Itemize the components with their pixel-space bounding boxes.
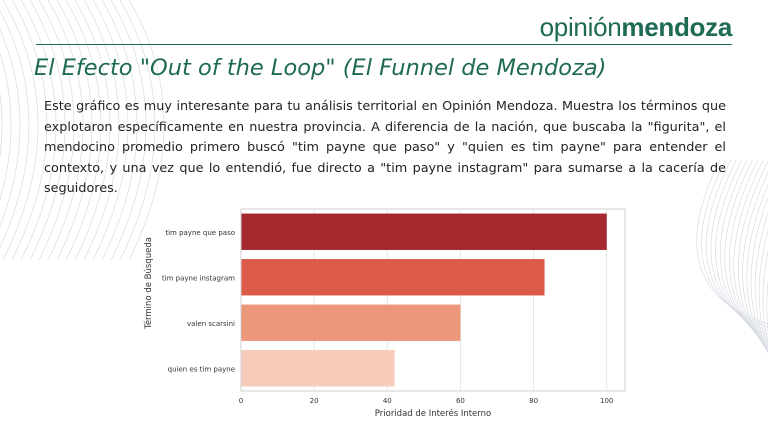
slide-title: El Efecto "Out of the Loop" (El Funnel d… bbox=[34, 55, 607, 81]
brand-logo-bold: mendoza bbox=[621, 12, 732, 42]
bar bbox=[241, 259, 545, 296]
brand-logo: opiniónmendoza bbox=[539, 12, 733, 43]
bar bbox=[241, 213, 607, 250]
x-axis-label: Prioridad de Interés Interno bbox=[375, 408, 491, 419]
slide-body-text: Este gráfico es muy interesante para tu … bbox=[44, 99, 726, 196]
bar-chart: Término de Búsqueda Prioridad de Interés… bbox=[140, 206, 630, 428]
y-tick-label: quien es tim payne bbox=[168, 365, 235, 373]
x-tick-label: 80 bbox=[529, 397, 538, 405]
bar bbox=[241, 350, 395, 387]
x-tick-label: 60 bbox=[456, 397, 465, 405]
x-tick-label: 100 bbox=[600, 397, 613, 405]
x-tick-label: 20 bbox=[310, 397, 319, 405]
y-tick-label: tim payne instagram bbox=[162, 274, 235, 282]
y-tick-label: tim payne que paso bbox=[165, 229, 235, 237]
y-axis-label: Término de Búsqueda bbox=[143, 237, 154, 330]
y-tick-label: valen scarsini bbox=[187, 320, 235, 328]
x-tick-label: 40 bbox=[383, 397, 392, 405]
header-divider bbox=[36, 44, 732, 45]
brand-logo-light: opinión bbox=[539, 12, 622, 42]
bar-chart-svg: Término de Búsqueda Prioridad de Interés… bbox=[143, 208, 626, 419]
plot-frame bbox=[240, 208, 626, 392]
bar bbox=[241, 304, 461, 341]
x-tick-label: 0 bbox=[239, 397, 243, 405]
